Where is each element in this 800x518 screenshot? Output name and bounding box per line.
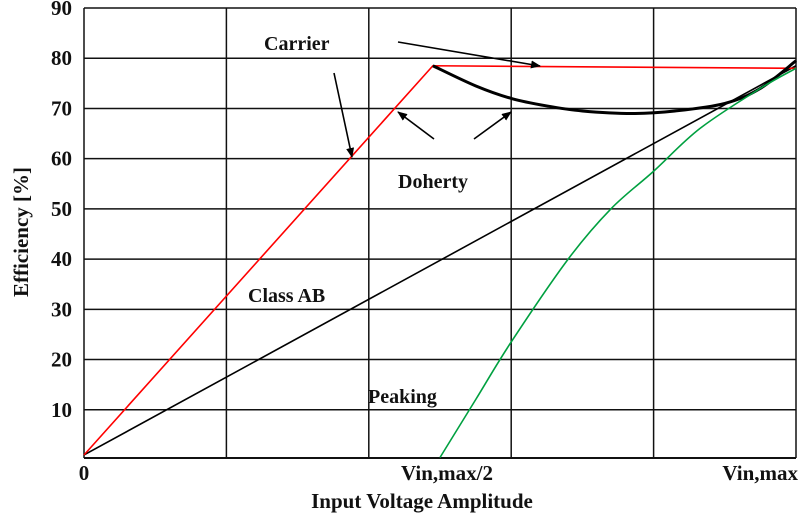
y-tick-label: 80 [51,46,72,70]
y-tick-label: 60 [51,147,72,171]
y-tick-label: 50 [51,197,72,221]
annotation-carrier: Carrier [264,33,330,55]
x-tick-label: Vin,max/2 [401,461,493,485]
y-tick-labels: 10 20 30 40 50 60 70 80 90 [51,0,72,422]
doherty-arrow-left [397,111,435,140]
series-class-ab [83,65,797,456]
series-lines [83,59,797,458]
annotation-peaking: Peaking [368,386,437,408]
x-tick-label: 0 [79,461,90,485]
annotation-class-ab: Class AB [248,285,325,307]
y-tick-label: 20 [51,348,72,372]
carrier-arrow-slope [333,72,355,158]
series-peaking [439,67,797,458]
y-tick-label: 90 [51,0,72,20]
grid [83,7,797,459]
y-tick-label: 30 [51,297,72,321]
y-tick-label: 40 [51,247,72,271]
doherty-arrow-right [473,111,512,140]
y-tick-label: 70 [51,96,72,120]
series-doherty [432,59,797,115]
carrier-arrow-flat [397,41,541,69]
x-tick-label: Vin,max [722,461,798,485]
x-tick-labels: 0 Vin,max/2 Vin,max [79,461,799,485]
annotation-doherty: Doherty [398,171,468,193]
y-axis-label: Efficiency [%] [9,167,33,297]
x-axis-label: Input Voltage Amplitude [311,489,533,513]
y-tick-label: 10 [51,398,72,422]
